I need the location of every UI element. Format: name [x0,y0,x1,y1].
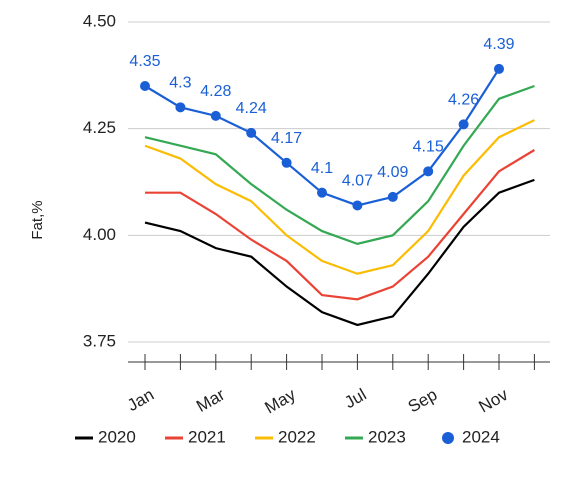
point [246,127,257,138]
legend-label: 2023 [368,427,406,446]
legend-marker [442,432,454,444]
data-label: 4.39 [483,36,514,53]
data-label: 4.28 [200,83,231,100]
y-tick-label: 4.25 [83,118,116,137]
point [175,102,186,113]
data-label: 4.35 [129,53,160,70]
point [140,81,150,91]
series-line [144,119,535,275]
point [494,63,504,74]
x-tick-label: Mar [193,385,228,416]
x-tick-label: Jan [124,385,157,415]
y-tick-label: 4.50 [83,11,116,30]
data-label: 4.07 [342,173,373,190]
series-line [144,84,535,246]
point [281,157,292,168]
x-tick-label: Nov [476,385,512,417]
data-label: 4.3 [169,75,191,92]
point [352,200,363,211]
series-line [144,68,500,207]
data-label: 4.09 [377,164,408,181]
data-label: 4.1 [311,160,333,177]
data-label: 4.15 [413,139,444,156]
legend-label: 2021 [188,427,226,446]
y-axis-label: Fat,% [29,200,46,239]
x-tick-label: Sep [405,385,441,417]
legend-label: 2024 [462,427,500,446]
point [387,191,398,202]
legend-label: 2022 [278,427,316,446]
x-tick-label: May [262,385,300,418]
x-tick-label: Jul [341,385,369,412]
series-line [145,149,535,301]
y-tick-label: 4.00 [83,225,116,244]
data-label: 4.26 [448,92,479,109]
series-line [144,178,535,327]
data-label: 4.24 [236,100,267,117]
point [423,166,434,177]
point [210,110,221,121]
point [317,187,327,198]
data-label: 4.17 [271,130,302,147]
legend-label: 2020 [98,427,136,446]
point [458,119,469,130]
y-tick-label: 3.75 [83,331,116,350]
